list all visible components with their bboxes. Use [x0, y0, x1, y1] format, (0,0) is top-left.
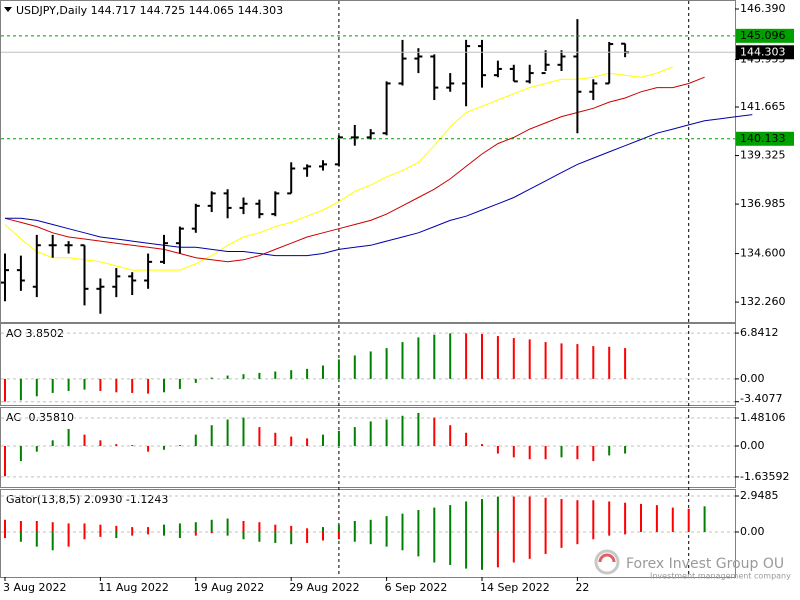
logo-ring — [594, 549, 620, 575]
x-tick-label: 3 Aug 2022 — [3, 581, 66, 594]
x-tick-label: 29 Aug 2022 — [289, 581, 359, 594]
y-tick-label: 139.325 — [740, 149, 786, 162]
y-tick-label: -3.4077 — [740, 392, 782, 405]
watermark: Forex Invest Group OU Investment managem… — [594, 549, 791, 581]
moving-average — [4, 76, 705, 263]
main-panel — [0, 0, 736, 323]
ao-panel — [0, 323, 736, 406]
y-tick-label: 0.00 — [740, 372, 765, 385]
level-label: 140.133 — [740, 132, 786, 145]
bid-label: 144.303 — [740, 45, 786, 58]
moving-average — [4, 66, 673, 271]
logo-arc — [598, 553, 616, 563]
y-tick-label: 141.665 — [740, 100, 786, 113]
panel-title: Gator(13,8,5) 2.0930 -1.1243 — [6, 493, 168, 506]
y-tick-label: 0.00 — [740, 525, 765, 538]
y-tick-label: 1.48106 — [740, 411, 786, 424]
panel-title: AO 3.8502 — [6, 327, 64, 340]
watermark-name: Forex Invest Group OU — [626, 556, 784, 572]
plot-layer: USDJPY,Daily 144.717 144.725 144.065 144… — [1, 1, 794, 594]
x-tick-label: 19 Aug 2022 — [194, 581, 264, 594]
y-tick-label: 146.390 — [740, 2, 786, 15]
title-marker — [4, 7, 12, 12]
ac-panel — [0, 407, 736, 488]
y-tick-label: -1.63592 — [740, 470, 789, 483]
panel-frames — [0, 0, 736, 578]
panel-title: USDJPY,Daily 144.717 144.725 144.065 144… — [16, 4, 283, 17]
x-tick-label: 22 — [575, 581, 589, 594]
gator-panel — [0, 489, 736, 578]
y-tick-label: 0.00 — [740, 439, 765, 452]
y-tick-label: 134.600 — [740, 247, 786, 260]
y-tick-label: 2.9485 — [740, 489, 779, 502]
y-tick-label: 136.985 — [740, 197, 786, 210]
moving-average — [5, 114, 753, 257]
y-tick-label: 132.260 — [740, 295, 786, 308]
y-tick-label: 6.8412 — [740, 326, 779, 339]
level-label: 145.096 — [740, 29, 786, 42]
level-label-box — [736, 28, 794, 43]
level-label-box — [736, 131, 794, 146]
x-tick-label: 14 Sep 2022 — [480, 581, 550, 594]
x-tick-label: 11 Aug 2022 — [98, 581, 168, 594]
bid-label-box — [736, 45, 794, 60]
watermark-tagline: Investment management company — [650, 572, 791, 581]
x-tick-label: 6 Sep 2022 — [385, 581, 448, 594]
